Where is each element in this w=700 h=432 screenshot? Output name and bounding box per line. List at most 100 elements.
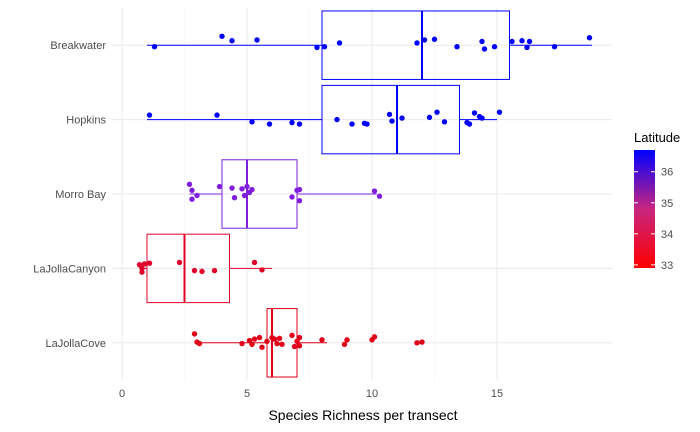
data-point (239, 186, 245, 192)
data-point (441, 119, 448, 125)
data-point (389, 118, 395, 124)
data-point (251, 336, 258, 342)
box (321, 10, 510, 80)
data-point (139, 265, 145, 272)
x-tick-label: 5 (244, 388, 250, 400)
data-point (199, 268, 205, 275)
axis-layer: 0 5 10 15 Breakwater Hopkins Morro Bay LaJollaC… (33, 40, 503, 400)
data-point (176, 259, 183, 266)
data-point (524, 44, 530, 51)
data-point (214, 112, 220, 118)
data-point (296, 334, 303, 341)
data-point (341, 341, 348, 347)
y-tick-label: Morro Bay (55, 189, 106, 201)
data-point (189, 196, 195, 202)
data-point (271, 336, 278, 342)
data-point (289, 332, 295, 339)
data-point (254, 37, 260, 43)
data-point (259, 344, 265, 350)
data-point (216, 183, 223, 190)
legend: Latitude 33 34 35 36 (634, 130, 680, 272)
data-point (526, 38, 533, 45)
y-tick-label: Breakwater (50, 40, 106, 52)
data-point (219, 33, 225, 39)
data-point (296, 186, 303, 193)
box (321, 84, 460, 155)
data-point (249, 341, 255, 347)
data-point (276, 335, 283, 342)
data-point (376, 193, 383, 199)
point-layer (136, 33, 593, 350)
boxplot-breakwater (147, 10, 592, 80)
data-point (189, 187, 195, 193)
data-point (139, 269, 145, 275)
data-point (244, 183, 250, 190)
y-tick-label: Hopkins (66, 115, 106, 127)
data-point (231, 195, 238, 201)
legend-ticks: 33 34 35 36 (634, 167, 673, 272)
legend-colorbar (634, 150, 655, 268)
data-point (491, 43, 498, 50)
data-point (586, 35, 593, 41)
data-point (414, 340, 420, 346)
data-point (421, 37, 428, 43)
data-point (321, 43, 328, 50)
data-point (551, 43, 558, 50)
data-point (249, 119, 255, 125)
data-point (479, 115, 485, 121)
data-point (314, 44, 320, 51)
data-point (371, 188, 378, 194)
data-point (229, 185, 235, 191)
x-axis-title: Species Richness per transect (268, 407, 457, 423)
data-point (344, 337, 350, 343)
y-tick-label: LaJollaCove (45, 338, 106, 350)
data-point (426, 114, 433, 121)
data-point (274, 340, 280, 347)
data-point (496, 109, 503, 115)
y-tick-label: LaJollaCanyon (33, 263, 106, 275)
data-point (419, 339, 425, 345)
data-point (519, 38, 525, 44)
data-point (191, 331, 198, 337)
data-point (196, 340, 203, 347)
legend-tick-label: 34 (661, 229, 673, 241)
data-point (239, 340, 245, 347)
data-point (349, 121, 355, 127)
data-point (481, 46, 488, 52)
x-tick-label: 10 (366, 388, 378, 400)
data-point (264, 338, 270, 345)
data-point (334, 116, 340, 123)
data-point (249, 186, 255, 193)
data-point (151, 43, 158, 50)
data-point (241, 192, 248, 199)
data-point (371, 334, 378, 340)
data-point (186, 181, 193, 188)
data-point (266, 121, 273, 127)
data-point (279, 341, 285, 347)
data-point (479, 38, 485, 45)
data-point (291, 343, 298, 350)
data-point (191, 267, 198, 274)
boxplot-hopkins (147, 84, 497, 155)
data-point (471, 110, 478, 116)
data-point (229, 38, 235, 44)
data-point (194, 192, 200, 199)
data-point (296, 343, 303, 349)
data-point (146, 112, 153, 118)
x-tick-label: 15 (491, 388, 503, 400)
box-layer (139, 10, 592, 378)
boxplot-lajollacove (194, 308, 327, 378)
data-point (466, 121, 473, 127)
legend-tick-label: 33 (661, 260, 673, 272)
box (146, 233, 230, 304)
data-point (319, 337, 325, 343)
data-point (289, 119, 295, 126)
data-point (296, 197, 303, 204)
data-point (289, 194, 295, 200)
data-point (141, 261, 148, 267)
data-point (146, 260, 153, 266)
data-point (256, 334, 263, 341)
legend-title: Latitude (634, 130, 680, 145)
data-point (454, 43, 460, 50)
data-point (211, 267, 218, 274)
